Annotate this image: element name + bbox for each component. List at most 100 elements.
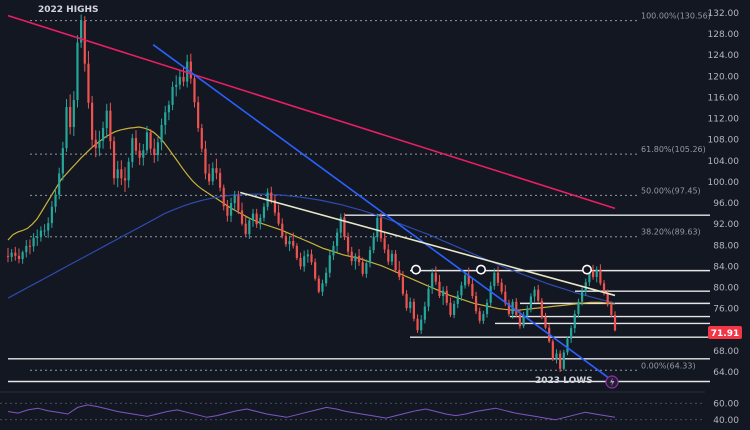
candle-body-60	[226, 206, 229, 216]
candle-body-35	[134, 138, 138, 151]
price-tick-13: 80.00	[713, 284, 739, 294]
candle-body-33	[127, 161, 130, 181]
last-price-tag: 71.91	[708, 326, 742, 339]
annotation-2023-lows: 2023 LOWS	[535, 376, 593, 386]
price-tick-7: 104.00	[708, 157, 740, 167]
candle-body-82	[306, 254, 309, 257]
annotation-2022-highs: 2022 HIGHS	[38, 5, 98, 15]
last-price-value: 71.91	[711, 329, 739, 339]
candle-body-149	[551, 341, 554, 360]
candle-body-155	[573, 313, 576, 329]
swing-markers	[410, 264, 592, 275]
candle-body-51	[193, 78, 196, 103]
candle-body-121	[449, 302, 452, 315]
candle-body-112	[416, 318, 419, 331]
candle-body-99	[368, 250, 372, 264]
candle-body-151	[559, 353, 562, 369]
candle-body-0	[6, 255, 10, 257]
swing-marker-0	[410, 264, 421, 275]
candle-body-21	[83, 20, 86, 64]
candle-body-28	[109, 110, 112, 142]
fib-label-2: 50.00%(97.45)	[641, 186, 701, 195]
swing-marker-2	[581, 264, 592, 275]
candle-body-129	[478, 311, 481, 321]
price-tick-16: 68.00	[713, 347, 739, 357]
candle-body-72	[270, 192, 273, 200]
candle-body-101	[376, 217, 379, 237]
candle-body-62	[233, 195, 236, 204]
price-tick-9: 96.00	[713, 199, 739, 209]
fib-label-1: 61.80%(105.26)	[641, 145, 706, 154]
candle-body-120	[445, 290, 448, 303]
candle-body-14	[58, 173, 61, 195]
candle-body-18	[72, 100, 75, 128]
candle-body-7	[32, 237, 35, 247]
candle-body-13	[54, 194, 57, 207]
candle-body-160	[591, 271, 595, 277]
candle-body-80	[299, 257, 302, 267]
candle-body-162	[599, 269, 602, 284]
candle-body-107	[398, 270, 401, 277]
candle-body-73	[273, 199, 277, 213]
alert-icon-bolt	[610, 377, 615, 387]
candle-body-32	[123, 178, 127, 181]
candle-body-40	[153, 148, 156, 156]
rsi-tick-1: 40.00	[713, 416, 739, 426]
candle-body-70	[262, 206, 266, 218]
candle-body-157	[580, 291, 584, 302]
candle-body-150	[555, 353, 558, 360]
ma-line-0	[7, 126, 616, 311]
candle-body-136	[504, 291, 507, 304]
candle-body-90	[335, 232, 339, 246]
candle-body-98	[365, 263, 368, 274]
price-tick-12: 84.00	[713, 262, 739, 272]
candle-body-132	[489, 285, 492, 303]
candle-body-50	[189, 61, 192, 79]
candle-body-100	[372, 236, 375, 251]
candle-body-154	[570, 328, 573, 339]
candle-body-104	[387, 249, 390, 262]
candle-body-117	[434, 273, 437, 282]
candle-body-25	[98, 140, 101, 149]
candle-body-77	[288, 241, 291, 245]
candle-body-75	[281, 223, 284, 237]
ma-line-1	[7, 193, 616, 304]
candle-body-87	[325, 272, 328, 284]
candle-body-146	[540, 300, 543, 318]
rsi-pane	[0, 391, 705, 421]
candle-body-93	[346, 236, 350, 252]
candle-body-64	[240, 210, 244, 224]
candle-body-131	[485, 302, 489, 314]
candle-body-30	[116, 169, 119, 179]
candle-body-10	[43, 230, 46, 232]
candle-body-152	[562, 352, 565, 369]
moving-averages	[7, 126, 616, 311]
candle-body-109	[405, 293, 408, 309]
price-tick-11: 88.00	[713, 241, 739, 251]
candle-body-143	[529, 296, 532, 310]
candle-body-108	[401, 276, 405, 294]
candle-body-4	[21, 252, 24, 260]
candle-body-102	[379, 217, 383, 239]
candle-body-83	[310, 254, 313, 263]
candle-body-24	[94, 139, 97, 149]
candle-body-133	[493, 272, 496, 286]
candle-body-66	[248, 220, 251, 235]
candle-body-163	[602, 283, 606, 294]
candle-body-76	[284, 236, 288, 245]
candle-body-127	[471, 283, 474, 296]
candle-body-22	[87, 63, 90, 103]
candle-body-48	[182, 76, 185, 82]
candle-body-94	[350, 251, 353, 262]
price-tick-17: 64.00	[713, 368, 739, 378]
candle-body-65	[244, 223, 247, 235]
candle-body-165	[610, 304, 613, 315]
candle-body-52	[197, 102, 200, 129]
candle-body-142	[526, 309, 529, 317]
candle-body-89	[332, 245, 335, 256]
candle-body-15	[61, 148, 64, 174]
candle-body-134	[496, 272, 500, 283]
alert-icon[interactable]	[605, 375, 619, 389]
candle-body-84	[314, 262, 317, 279]
